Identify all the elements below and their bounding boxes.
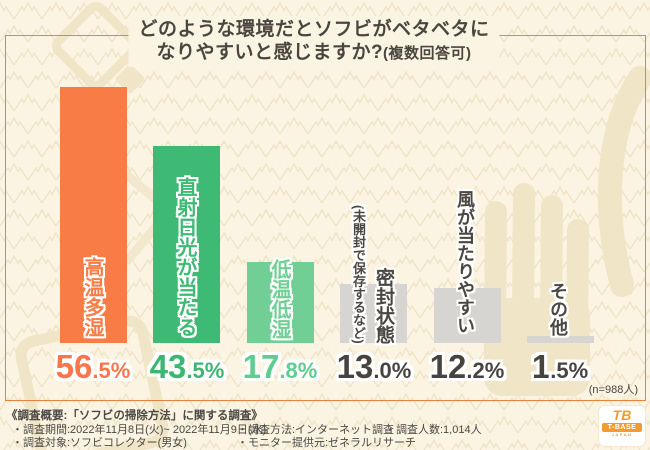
chart-title-note: (複数回答可) [383,45,472,62]
chart-title-line1: どのような環境だとソフビがベタベタに [138,19,490,40]
bar-value-0: 56.5% [55,348,131,385]
bar-chokusha-nikkou [153,146,220,343]
bar-mippuu-joutai [340,284,407,343]
t-base-country-label: JAPAN [611,432,633,437]
bar-label-3: 密封状態 [373,268,394,344]
bar-value-2: 17.8% [242,348,318,385]
survey-monitor: ・モニター提供元:ゼネラルリサーチ [237,437,417,449]
watermark-sparkle-diamond [51,1,145,94]
bar-value-1: 43.5% [149,348,225,385]
t-base-logo: TB T-BASE JAPAN [599,406,645,446]
bar-value-4: 12.2% [429,348,505,385]
survey-period: ・調査期間:2022年11月8日(火)~ 2022年11月9日(水) [12,424,267,436]
survey-respondents: ・調査人数:1,014人 [385,424,482,436]
bar-label-0: 高温多湿 [81,257,103,337]
bar-value-3: 13.0% [336,348,412,385]
watermark-rubber-glove [484,66,650,396]
survey-overview: 《調査概要:「ソフビの掃除方法」に関する調査》 [6,410,263,422]
bar-sonota [527,336,594,343]
bar-label-5: その他 [548,282,568,336]
bar-kaze-ga-atari-yasui [434,288,501,343]
bar-label-4: 風が当たりやすい [455,190,475,334]
t-base-monogram-icon: TB [612,407,632,423]
bar-label-3-sub: (未開封で保存するなど) [351,205,366,344]
bar-label-1: 直射日光が当たる [174,177,196,337]
sample-size-note: (n=988人) [588,384,638,396]
survey-footer: 《調査概要:「ソフビの掃除方法」に関する調査》 ・調査期間:2022年11月8日… [0,402,650,450]
survey-subjects: ・調査対象:ソフビコレクター(男女) [12,437,187,449]
t-base-name-badge: T-BASE [602,423,642,432]
chart-title-line2: なりやすいと感じますか?(複数回答可) [156,42,472,63]
chart-title: どのような環境だとソフビがベタベタに なりやすいと感じますか?(複数回答可) [128,16,500,67]
bar-value-5: 1.5% [531,348,589,385]
bar-kouon-tashitsu [60,87,127,343]
survey-method: ・調査方法:インターネット調査 [237,424,395,436]
bar-teion-teishitsu [247,262,314,343]
bar-label-2: 低温低湿 [268,259,290,339]
